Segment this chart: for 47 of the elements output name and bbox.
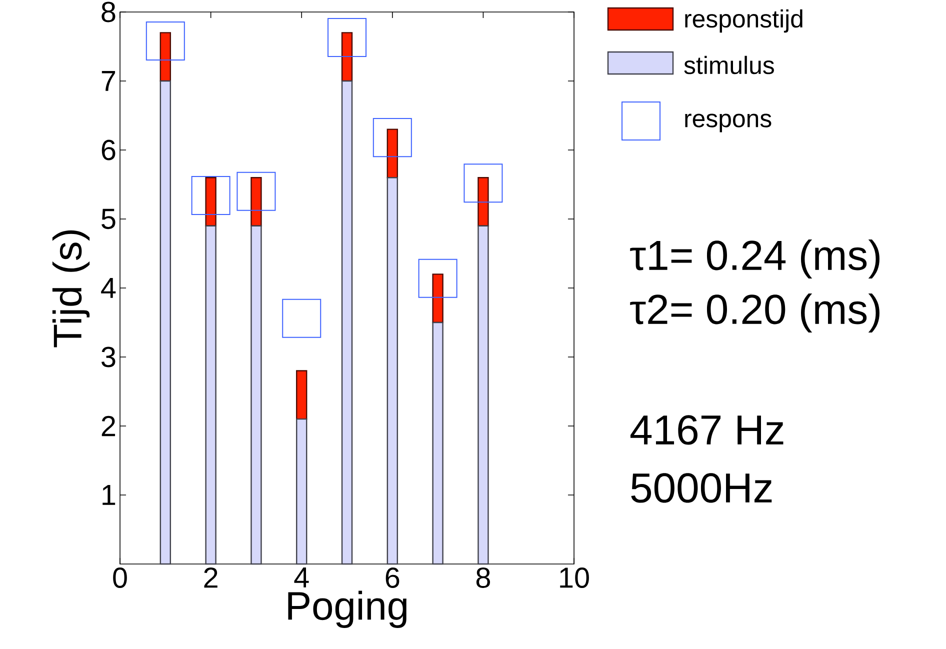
bar <box>250 225 262 565</box>
bar <box>296 370 308 420</box>
point <box>146 21 185 60</box>
bar <box>250 176 262 226</box>
x-tick-label: 8 <box>476 568 490 588</box>
legend-label: respons <box>685 114 772 132</box>
y-axis-title: Tijd (s) <box>52 230 90 348</box>
bar <box>341 32 353 82</box>
x-tick-label: 6 <box>386 568 400 588</box>
x-axis-title: Poging <box>288 590 406 628</box>
point <box>328 18 367 58</box>
point <box>372 118 412 158</box>
bar <box>432 274 444 324</box>
text: 4167 Hz <box>630 415 784 445</box>
bar <box>205 176 216 226</box>
x-tick-label: 0 <box>113 568 127 588</box>
point <box>191 176 230 216</box>
y-tick-label: 3 <box>102 346 116 368</box>
bar <box>205 225 216 565</box>
bar <box>160 32 171 82</box>
text: τ1= 0.24 (ms) <box>630 239 880 278</box>
bar <box>432 322 444 565</box>
text: τ2= 0.20 (ms) <box>630 293 880 332</box>
bar <box>478 176 489 226</box>
point <box>418 258 458 298</box>
x-tick-label: 10 <box>560 568 589 588</box>
y-tick-label: 5 <box>102 208 116 230</box>
y-tick-label: 1 <box>102 485 116 505</box>
point <box>464 164 503 203</box>
bar <box>386 176 398 565</box>
x-tick-label: 4 <box>294 568 309 588</box>
bar <box>160 80 171 565</box>
bar <box>296 418 308 565</box>
point <box>282 298 322 338</box>
legend-label: stimulus <box>684 56 774 74</box>
y-tick-label: 2 <box>102 416 116 436</box>
x-tick-label: 2 <box>204 568 218 588</box>
y-tick-label: 4 <box>101 278 116 298</box>
y-tick-label: 8 <box>102 2 116 22</box>
legend-label: responstijd <box>685 9 802 33</box>
text: 5000Hz <box>631 473 772 503</box>
bar <box>341 80 353 565</box>
point <box>236 172 276 211</box>
bar <box>478 225 489 565</box>
bar <box>386 128 398 178</box>
y-tick-label: 6 <box>102 140 116 160</box>
y-tick-label: 7 <box>102 71 116 91</box>
